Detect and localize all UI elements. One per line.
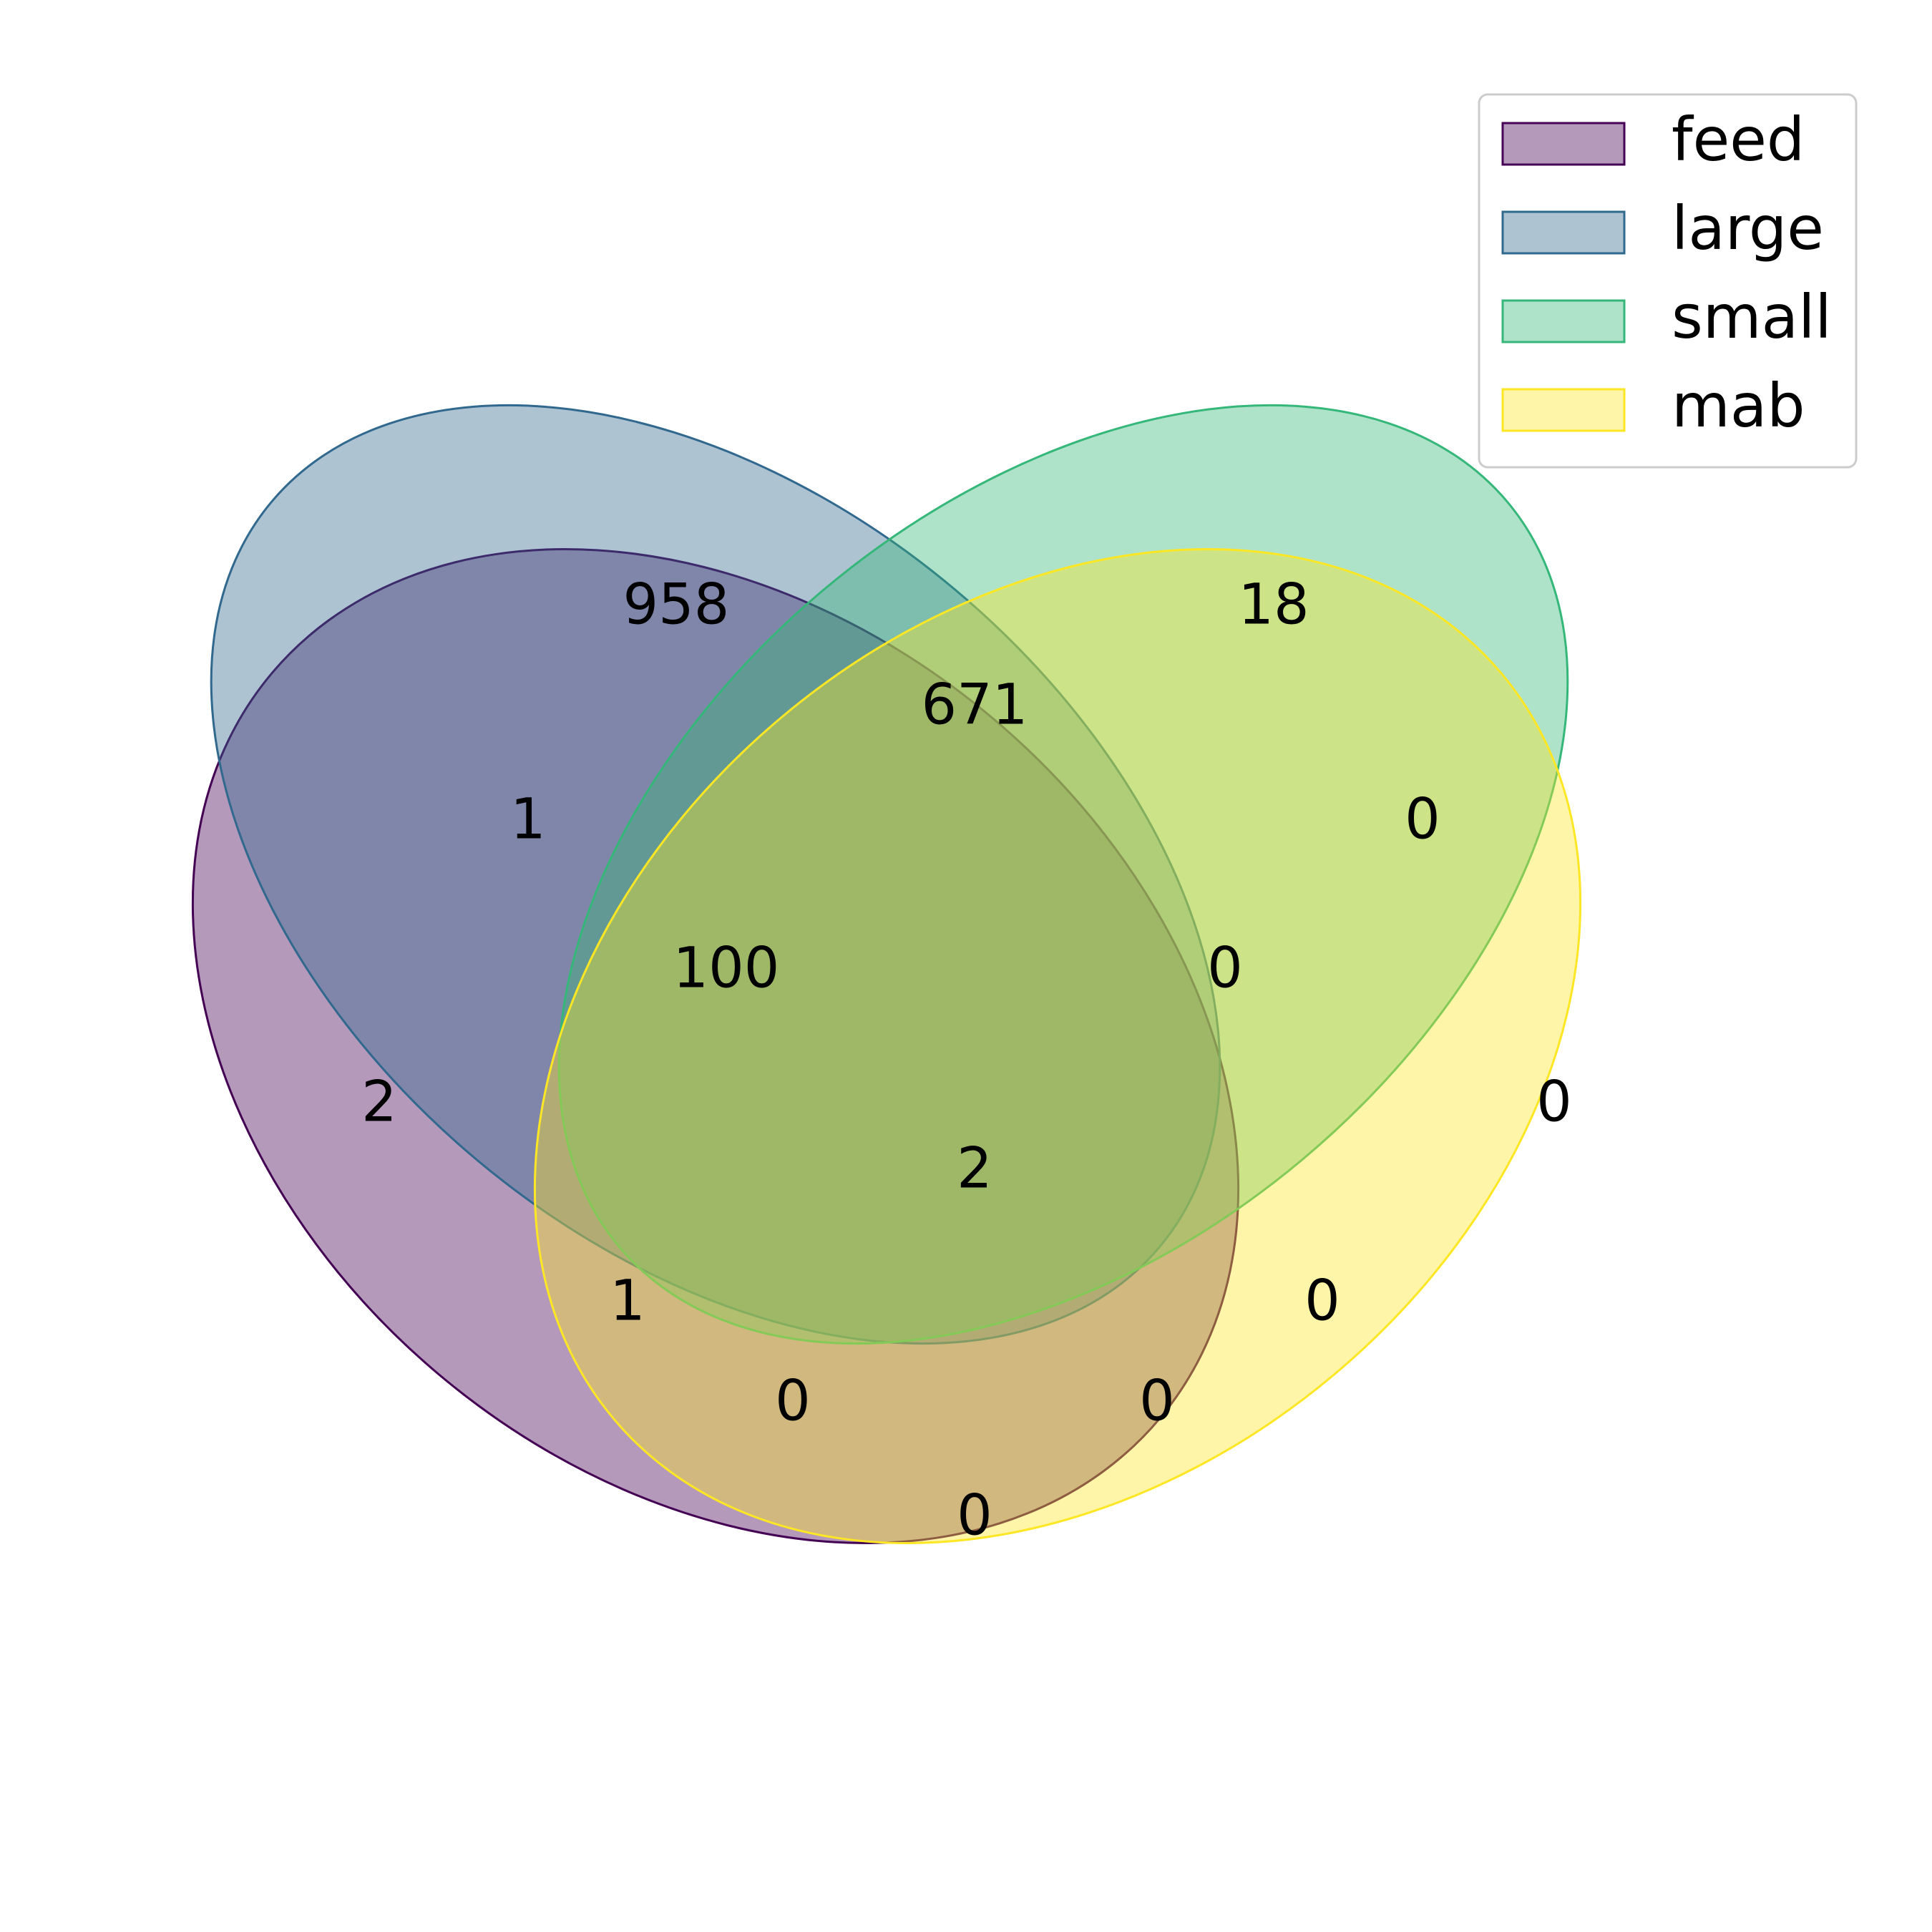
region-large-only: 958 [623,572,730,637]
region-small-only: 18 [1238,572,1309,637]
legend: feed large small mab [1478,93,1858,469]
ellipse-large [210,404,1221,1345]
legend-swatch-mab [1501,388,1626,432]
region-mab-only: 0 [1536,1070,1572,1134]
legend-label-mab: mab [1672,371,1805,441]
ellipse-small [557,404,1569,1345]
legend-swatch-large [1501,210,1626,255]
legend-label-feed: feed [1672,104,1805,175]
region-feed-large-mab: 0 [1139,1369,1175,1433]
region-feed-large: 1 [510,787,546,852]
region-large-small: 671 [922,673,1028,737]
region-small-mab: 0 [1405,787,1440,852]
legend-label-large: large [1672,193,1824,263]
region-feed-mab: 0 [957,1483,992,1548]
legend-swatch-small [1501,299,1626,343]
ellipse-feed [191,547,1240,1545]
legend-swatch-feed [1501,122,1626,166]
region-feed-small: 1 [610,1269,645,1333]
region-feed-large-small: 100 [673,936,780,1000]
region-feed-only: 2 [361,1070,397,1134]
region-large-mab: 0 [1304,1269,1340,1333]
ellipse-mab [533,547,1582,1545]
region-feed-small-mab: 0 [775,1369,811,1433]
legend-label-small: small [1672,282,1832,352]
legend-frame [1478,93,1858,469]
region-all-four: 2 [957,1136,992,1201]
region-large-small-mab: 0 [1207,936,1243,1000]
